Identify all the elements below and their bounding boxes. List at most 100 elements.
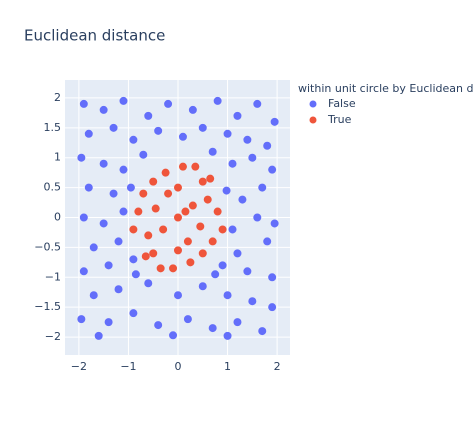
y-tick-label: 1 [54,151,61,164]
point [169,331,178,340]
point [129,135,138,144]
point [243,267,252,276]
point [223,331,232,340]
point [196,222,205,231]
legend-marker [309,116,317,124]
y-tick-label: −1 [45,270,61,283]
y-tick-label: −0.5 [34,240,61,253]
point [253,213,262,222]
point [99,159,108,168]
point [263,141,272,150]
point [268,273,277,282]
y-tick-label: 1.5 [44,121,62,134]
point [208,147,217,156]
point [183,315,192,324]
point [228,225,237,234]
point [131,270,140,279]
point [206,174,215,183]
point [258,327,267,336]
point [79,99,88,108]
point [198,123,207,132]
point [243,135,252,144]
legend-label: False [328,97,356,110]
point [233,111,242,120]
point [154,321,163,330]
point [270,219,279,228]
point [164,189,173,198]
chart-title: Euclidean distance [24,27,165,45]
point [119,207,128,216]
point [129,255,138,264]
point [258,183,267,192]
point [191,162,200,171]
point [263,237,272,246]
point [114,237,123,246]
point [222,186,231,195]
y-tick-label: 2 [54,91,61,104]
point [77,153,86,162]
point [144,111,153,120]
point [268,303,277,312]
point [84,129,93,138]
point [178,162,187,171]
x-tick-label: −1 [120,360,136,373]
point [114,285,123,294]
point [178,132,187,141]
point [99,105,108,114]
point [211,270,220,279]
point [198,177,207,186]
point [218,225,227,234]
point [77,315,86,324]
point [268,165,277,174]
point [228,159,237,168]
point [248,297,257,306]
point [173,183,182,192]
point [223,291,232,300]
point [233,249,242,258]
point [94,331,103,340]
x-tick-label: 1 [224,360,231,373]
point [134,207,143,216]
x-tick-label: 0 [174,360,181,373]
point [159,225,168,234]
point [79,267,88,276]
point [213,96,222,105]
point [173,213,182,222]
point [109,189,118,198]
point [238,195,247,204]
point [183,237,192,246]
point [188,201,197,210]
point [198,282,207,291]
point [126,183,135,192]
point [99,219,108,228]
point [79,213,88,222]
point [213,207,222,216]
y-tick-label: 0 [54,211,61,224]
point [149,249,158,258]
point [233,318,242,327]
point [119,96,128,105]
point [164,99,173,108]
point [139,189,148,198]
point [173,291,182,300]
x-tick-label: −2 [71,360,87,373]
point [119,165,128,174]
point [156,264,165,273]
legend-marker [309,100,317,108]
point [253,99,262,108]
point [151,204,160,213]
point [129,309,138,318]
point [84,183,93,192]
point [144,231,153,240]
point [89,243,98,252]
point [208,324,217,333]
point [270,117,279,126]
point [198,249,207,258]
point [203,195,212,204]
point [149,177,158,186]
point [181,207,190,216]
legend-title: within unit circle by Euclidean distance [298,82,474,95]
point [89,291,98,300]
point [218,261,227,270]
